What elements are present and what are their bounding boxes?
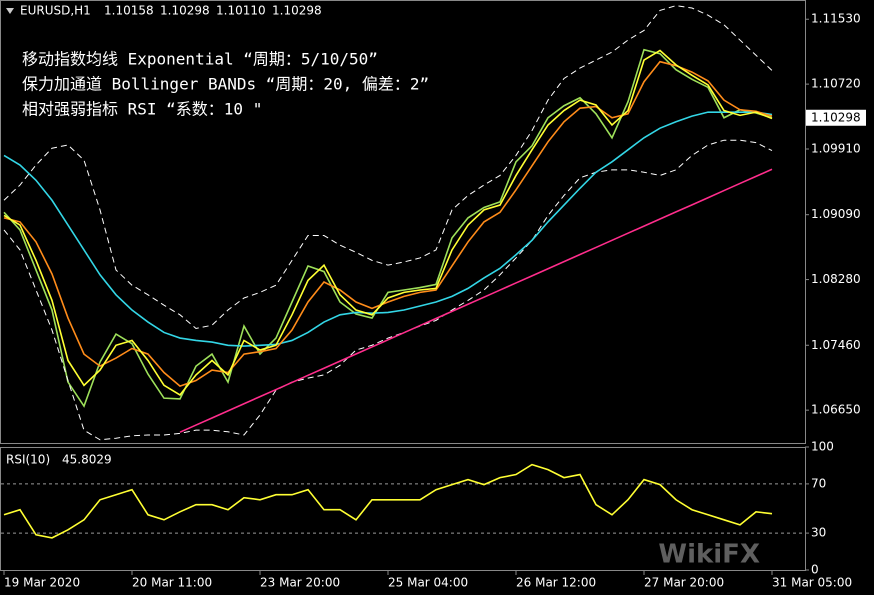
series-line (3, 5, 773, 329)
high: 1.10298 (160, 4, 210, 18)
x-tick-label: 31 Mar 05:00 (772, 576, 852, 590)
y-tick-label: 1.06650 (811, 403, 861, 417)
y-tick-label: 1.10720 (811, 77, 861, 91)
annotation: 移动指数均线 Exponential “周期：5/10/50” (22, 50, 378, 69)
x-tick-label: 27 Mar 20:00 (644, 576, 724, 590)
rsi-title: RSI(10) (6, 453, 50, 467)
x-tick-label: 26 Mar 12:00 (516, 576, 596, 590)
series-line (3, 139, 773, 441)
y-tick-label: 100 (811, 440, 834, 454)
rsi-value: 45.8029 (62, 453, 112, 467)
price-tag-label: 1.10298 (811, 110, 861, 124)
series-line (3, 111, 773, 347)
y-tick-label: 70 (811, 476, 826, 490)
y-tick-label: 0 (811, 563, 819, 577)
series-line (3, 463, 773, 539)
x-tick-label: 20 Mar 11:00 (132, 576, 212, 590)
low: 1.10110 (216, 4, 266, 18)
y-tick-label: 1.07460 (811, 338, 861, 352)
annotation: 相对强弱指标 RSI “系数：10 " (22, 100, 262, 119)
series-line (3, 49, 773, 396)
y-tick-label: 1.09910 (811, 142, 861, 156)
x-tick-label: 25 Mar 04:00 (388, 576, 468, 590)
y-tick-label: 1.08280 (811, 272, 861, 286)
close: 1.10298 (272, 4, 322, 18)
series-line (3, 60, 773, 388)
symbol: EURUSD,H1 (20, 4, 91, 18)
y-tick-label: 1.11530 (811, 12, 861, 26)
y-tick-label: 30 (811, 526, 826, 540)
annotation: 保力加通道 Bollinger BANDs “周期：20, 偏差：2” (22, 75, 429, 94)
open: 1.10158 (104, 4, 154, 18)
series-line (179, 168, 773, 433)
price-tag (806, 109, 866, 126)
x-tick-label: 23 Mar 20:00 (260, 576, 340, 590)
menu-arrow[interactable] (6, 8, 14, 14)
y-tick-label: 1.09090 (811, 207, 861, 221)
rsi-panel (0, 447, 806, 571)
x-tick-label: 19 Mar 2020 (4, 576, 80, 590)
watermark: WikiFX (658, 540, 760, 570)
series-line (3, 48, 773, 408)
main-panel (0, 0, 806, 444)
